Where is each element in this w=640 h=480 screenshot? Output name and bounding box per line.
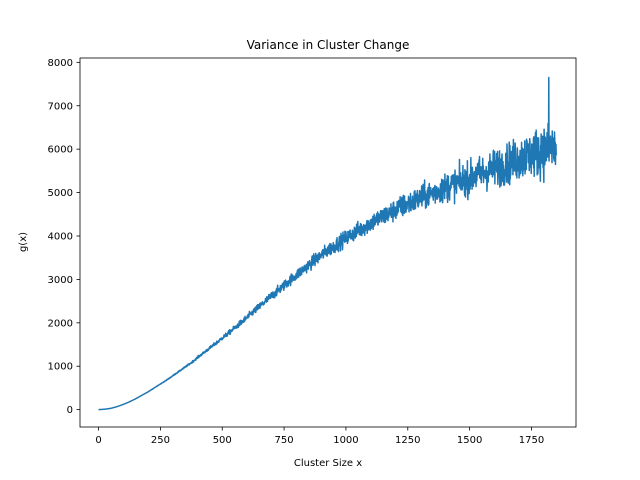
x-tick-label: 1750 bbox=[519, 435, 544, 446]
x-tick-label: 1500 bbox=[457, 435, 482, 446]
y-tick-label: 5000 bbox=[48, 188, 73, 199]
series-line bbox=[98, 76, 557, 411]
x-tick-label: 500 bbox=[213, 435, 232, 446]
x-axis: 0 250 500 750 1000 1250 1500 1750 bbox=[95, 427, 544, 446]
y-tick-label: 2000 bbox=[48, 318, 73, 329]
y-axis-title: g(x) bbox=[18, 232, 29, 252]
x-tick-label: 0 bbox=[95, 435, 101, 446]
y-tick-label: 8000 bbox=[48, 58, 73, 69]
x-tick-label: 250 bbox=[151, 435, 170, 446]
plot-frame bbox=[79, 57, 577, 428]
x-tick-label: 750 bbox=[275, 435, 294, 446]
y-tick-label: 0 bbox=[67, 405, 73, 416]
y-tick-label: 6000 bbox=[48, 145, 73, 156]
x-tick-label: 1250 bbox=[395, 435, 420, 446]
chart-title: Variance in Cluster Change bbox=[247, 38, 410, 52]
y-tick-label: 4000 bbox=[48, 231, 73, 242]
x-tick-label: 1000 bbox=[333, 435, 358, 446]
y-tick-label: 3000 bbox=[48, 275, 73, 286]
x-axis-title: Cluster Size x bbox=[294, 458, 362, 469]
y-axis: 0 1000 2000 3000 4000 5000 6000 7000 8000 bbox=[48, 58, 80, 416]
series-layer bbox=[98, 76, 557, 411]
y-tick-label: 1000 bbox=[48, 362, 73, 373]
y-tick-label: 7000 bbox=[48, 101, 73, 112]
